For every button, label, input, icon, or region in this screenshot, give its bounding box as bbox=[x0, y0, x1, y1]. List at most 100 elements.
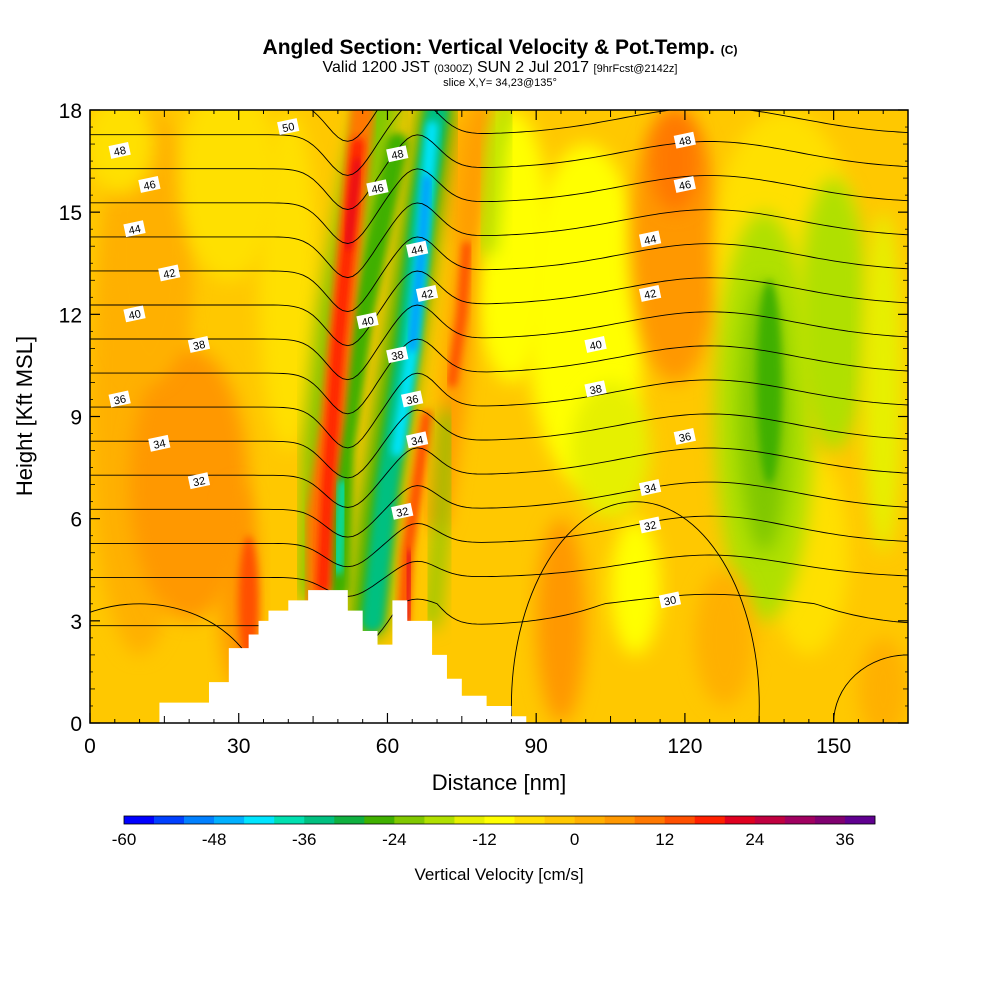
contour-label-5: 46 bbox=[366, 179, 389, 197]
band-green-east bbox=[477, 110, 516, 256]
chart-title: Angled Section: Vertical Velocity & Pot.… bbox=[0, 36, 1000, 60]
contour-label-box bbox=[638, 230, 662, 248]
colorbar-swatch-16 bbox=[604, 816, 635, 824]
contour-label-text: 36 bbox=[405, 393, 419, 407]
contour-label-23: 34 bbox=[405, 431, 429, 448]
contour-label-text: 46 bbox=[371, 182, 385, 196]
contour-label-box bbox=[158, 264, 181, 282]
field-patch bbox=[610, 518, 661, 655]
theta-contour-38 bbox=[90, 338, 908, 415]
contour-label-text: 36 bbox=[678, 431, 692, 445]
contour-label-box bbox=[638, 479, 662, 496]
contour-label-box bbox=[386, 346, 409, 364]
band-updraft-east-core bbox=[446, 241, 472, 388]
contour-label-text: 30 bbox=[663, 594, 677, 608]
colorbar-tick-label: -60 bbox=[112, 830, 137, 849]
y-tick-label: 18 bbox=[59, 100, 82, 123]
contour-label-box bbox=[638, 284, 662, 302]
contour-label-text: 46 bbox=[142, 179, 156, 193]
theta-contour-35 bbox=[90, 447, 908, 508]
theta-contour-39 bbox=[90, 304, 908, 381]
x-tick-label: 120 bbox=[667, 735, 702, 758]
contour-label-text: 32 bbox=[643, 519, 657, 533]
contour-label-box bbox=[658, 591, 682, 609]
contour-label-10: 42 bbox=[158, 264, 181, 282]
subtitle-forecast: [9hrFcst@2142z] bbox=[593, 63, 678, 75]
contour-label-14: 40 bbox=[356, 312, 379, 330]
contour-label-26: 32 bbox=[391, 502, 414, 520]
contour-label-box bbox=[356, 312, 379, 330]
contour-label-text: 36 bbox=[113, 393, 127, 407]
colorbar-tick-label: 24 bbox=[745, 830, 764, 849]
theta-contour-31 bbox=[90, 593, 908, 656]
contour-label-11: 42 bbox=[415, 284, 439, 302]
colorbar-tick-label: 36 bbox=[835, 830, 854, 849]
theta-contour-43 bbox=[90, 168, 908, 244]
chart-title-main: Angled Section: Vertical Velocity & Pot.… bbox=[262, 36, 715, 59]
contour-label-box bbox=[277, 118, 300, 135]
contour-label-28: 30 bbox=[658, 591, 682, 609]
contour-label-text: 40 bbox=[589, 339, 603, 353]
contour-label-box bbox=[584, 380, 607, 398]
y-tick-label: 3 bbox=[70, 611, 82, 634]
contour-label-0: 50 bbox=[277, 118, 300, 135]
contour-label-20: 36 bbox=[401, 390, 424, 408]
contour-label-13: 40 bbox=[123, 305, 146, 322]
x-tick-label: 30 bbox=[227, 735, 250, 758]
contour-label-21: 36 bbox=[673, 428, 696, 445]
field-patch bbox=[258, 110, 319, 451]
subtitle-zulu: (0300Z) bbox=[434, 63, 473, 75]
contour-label-text: 40 bbox=[361, 315, 375, 329]
contour-label-text: 34 bbox=[152, 438, 166, 452]
colorbar-swatch-0 bbox=[124, 816, 155, 824]
field-patch bbox=[858, 637, 908, 723]
colorbar-swatch-6 bbox=[304, 816, 335, 824]
theta-contour-34 bbox=[90, 481, 908, 538]
contour-label-8: 44 bbox=[405, 240, 429, 258]
colorbar-swatch-21 bbox=[754, 816, 786, 824]
contour-label-box bbox=[673, 175, 696, 193]
colorbar-tick-label: 0 bbox=[570, 830, 579, 849]
colorbar-swatch-5 bbox=[274, 816, 305, 824]
contour-label-4: 46 bbox=[138, 175, 161, 193]
contour-label-text: 42 bbox=[162, 267, 176, 281]
y-tick-label: 9 bbox=[70, 407, 82, 430]
contour-label-text: 38 bbox=[589, 383, 603, 397]
colorbar-swatch-11 bbox=[454, 816, 485, 824]
terrain bbox=[90, 590, 908, 723]
contour-label-box bbox=[187, 336, 211, 353]
contour-label-text: 44 bbox=[128, 223, 142, 237]
contour-label-box bbox=[366, 179, 389, 197]
x-axis-label: Distance [nm] bbox=[432, 770, 567, 795]
slice-label: slice X,Y= 34,23@135° bbox=[443, 77, 557, 89]
velocity-field bbox=[90, 110, 908, 723]
contour-label-box bbox=[108, 141, 131, 159]
contour-label-box bbox=[673, 428, 696, 445]
x-tick-label: 90 bbox=[525, 735, 548, 758]
contour-label-text: 40 bbox=[128, 308, 142, 322]
theta-contours bbox=[90, 110, 908, 723]
subtitle-valid: Valid 1200 JST bbox=[322, 59, 430, 76]
contour-label-text: 48 bbox=[678, 134, 692, 148]
contour-label-15: 40 bbox=[584, 336, 607, 353]
contour-label-box bbox=[138, 175, 161, 193]
colorbar-swatch-22 bbox=[784, 816, 816, 824]
colorbar-swatch-2 bbox=[184, 816, 215, 824]
y-tick-label: 0 bbox=[70, 713, 82, 736]
contour-label-1: 48 bbox=[108, 141, 131, 159]
colorbar-tick-label: -36 bbox=[292, 830, 317, 849]
band-updraft-mid bbox=[396, 410, 434, 644]
contour-label-text: 46 bbox=[678, 179, 692, 193]
contour-label-text: 48 bbox=[113, 145, 127, 159]
theta-contour-44 bbox=[90, 134, 908, 210]
contour-label-text: 44 bbox=[643, 233, 657, 247]
contour-label-18: 38 bbox=[584, 380, 607, 398]
contour-label-text: 42 bbox=[420, 288, 434, 302]
contour-label-box bbox=[148, 434, 171, 452]
field-patch bbox=[129, 348, 249, 621]
contour-label-text: 50 bbox=[281, 121, 295, 135]
contour-label-22: 34 bbox=[148, 434, 171, 452]
theta-contour-41 bbox=[90, 236, 908, 313]
x-tick-label: 60 bbox=[376, 735, 399, 758]
